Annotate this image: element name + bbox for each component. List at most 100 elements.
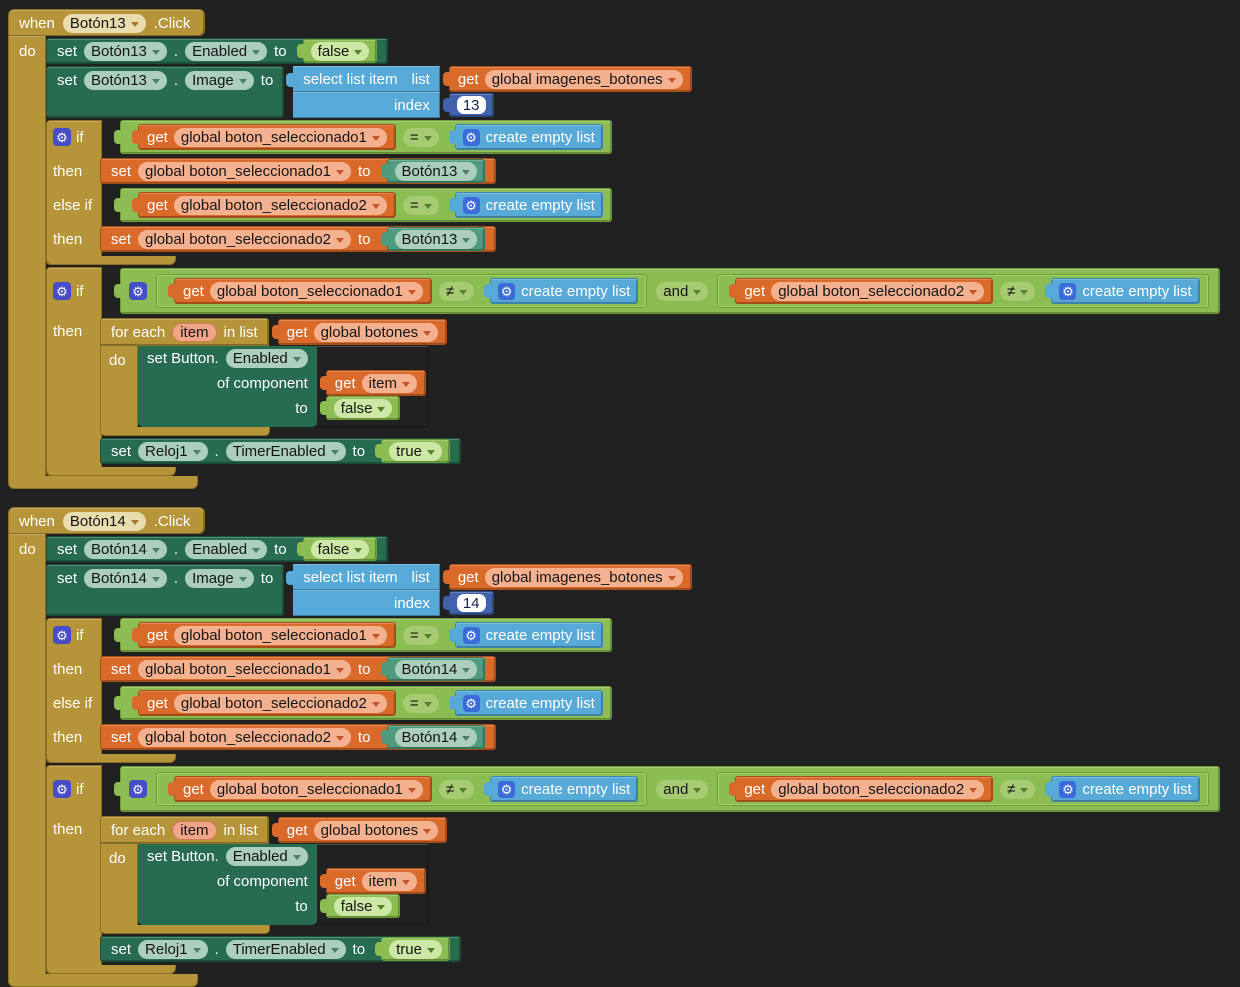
operator-dropdown[interactable]: = [402, 693, 439, 713]
mutator-gear-icon[interactable]: ⚙ [498, 780, 516, 798]
mutator-gear-icon[interactable]: ⚙ [129, 780, 147, 798]
create-empty-list-block[interactable]: ⚙ create empty list [1045, 776, 1200, 802]
logic-false-block[interactable]: false [319, 396, 401, 420]
variable-dropdown[interactable]: global botones [313, 322, 439, 342]
mutator-gear-icon[interactable]: ⚙ [53, 282, 71, 300]
when-event-block[interactable]: when Botón14 .Click do set Botón14 . Ena… [8, 507, 1220, 987]
and-operator-dropdown[interactable]: and [656, 281, 709, 301]
if-else-block[interactable]: ⚙ if get global boton_seleccionado1 = ⚙ … [46, 618, 612, 763]
component-dropdown[interactable]: Botón13 [62, 13, 146, 33]
variable-dropdown[interactable]: item [361, 871, 417, 891]
logic-value-dropdown[interactable]: false [333, 398, 393, 418]
operator-dropdown[interactable]: = [402, 625, 439, 645]
not-equal-comparison-block[interactable]: get global boton_seleccionado2 ≠ ⚙ creat… [717, 274, 1209, 308]
mutator-gear-icon[interactable]: ⚙ [53, 128, 71, 146]
component-value-block[interactable]: Botón13 [380, 227, 486, 251]
get-variable-block[interactable]: get global boton_seleccionado2 [729, 278, 994, 304]
set-enabled-block[interactable]: set Botón14 . Enabled to false [46, 536, 389, 562]
select-list-item-block[interactable]: select list item list get global imagene… [286, 564, 693, 616]
mutator-gear-icon[interactable]: ⚙ [53, 780, 71, 798]
component-dropdown[interactable]: Botón14 [84, 539, 167, 559]
when-header[interactable]: when Botón14 .Click [8, 507, 206, 534]
get-variable-block[interactable]: get global boton_seleccionado2 [132, 192, 396, 218]
property-dropdown[interactable]: Image [185, 568, 254, 588]
create-empty-list-block[interactable]: ⚙ create empty list [484, 776, 639, 802]
set-timer-enabled-block[interactable]: set Reloj1 . TimerEnabled to true [100, 936, 461, 962]
get-variable-block[interactable]: get global boton_seleccionado1 [132, 622, 396, 648]
variable-dropdown[interactable]: global boton_seleccionado1 [209, 779, 423, 799]
component-dropdown[interactable]: Botón14 [394, 659, 478, 679]
create-empty-list-block[interactable]: ⚙ create empty list [448, 124, 603, 150]
variable-dropdown[interactable]: global boton_seleccionado1 [173, 625, 387, 645]
variable-dropdown[interactable]: global boton_seleccionado2 [771, 779, 985, 799]
equals-comparison-block[interactable]: get global boton_seleccionado2 = ⚙ creat… [114, 686, 612, 720]
variable-dropdown[interactable]: global boton_seleccionado2 [771, 281, 985, 301]
if-block[interactable]: ⚙ if ⚙ get global boton_seleccionado1 ≠ [46, 267, 1220, 476]
not-equal-comparison-block[interactable]: get global boton_seleccionado1 ≠ ⚙ creat… [156, 772, 648, 806]
if-else-block[interactable]: ⚙ if get global boton_seleccionado1 = ⚙ … [46, 120, 612, 265]
operator-dropdown[interactable]: ≠ [1000, 779, 1036, 799]
get-variable-block[interactable]: get global boton_seleccionado1 [168, 278, 432, 304]
get-item-block[interactable]: get item [319, 370, 426, 396]
set-image-block[interactable]: set Botón14 . Image to select list item … [46, 564, 694, 616]
logic-value-dropdown[interactable]: false [310, 41, 370, 61]
mutator-gear-icon[interactable]: ⚙ [129, 282, 147, 300]
component-value-block[interactable]: Botón13 [380, 159, 486, 183]
get-variable-block[interactable]: get global boton_seleccionado2 [729, 776, 994, 802]
logic-false-block[interactable]: false [296, 537, 378, 561]
property-dropdown[interactable]: Enabled [185, 41, 268, 61]
create-empty-list-block[interactable]: ⚙ create empty list [1045, 278, 1200, 304]
component-dropdown[interactable]: Reloj1 [138, 441, 208, 461]
variable-dropdown[interactable]: global botones [313, 820, 439, 840]
for-each-block[interactable]: for each item in list get global botones [100, 318, 448, 436]
mutator-gear-icon[interactable]: ⚙ [462, 196, 480, 214]
component-dropdown[interactable]: Botón13 [394, 161, 478, 181]
and-block[interactable]: ⚙ get global boton_seleccionado1 ≠ ⚙ cre… [114, 766, 1220, 812]
operator-dropdown[interactable]: = [402, 127, 439, 147]
and-block[interactable]: ⚙ get global boton_seleccionado1 ≠ ⚙ cre… [114, 268, 1220, 314]
property-dropdown[interactable]: Enabled [225, 348, 308, 368]
logic-false-block[interactable]: false [319, 894, 401, 918]
set-variable-block[interactable]: set global boton_seleccionado1 to Botón1… [100, 158, 497, 184]
component-dropdown[interactable]: Botón13 [84, 41, 167, 61]
variable-dropdown[interactable]: global boton_seleccionado2 [173, 693, 387, 713]
equals-comparison-block[interactable]: get global boton_seleccionado2 = ⚙ creat… [114, 188, 612, 222]
mutator-gear-icon[interactable]: ⚙ [462, 128, 480, 146]
set-component-property-block[interactable]: set Button. Enabled of component get [138, 346, 428, 427]
get-variable-block[interactable]: get global imagenes_botones [442, 66, 692, 92]
loop-variable-chip[interactable]: item [172, 820, 217, 840]
equals-comparison-block[interactable]: get global boton_seleccionado1 = ⚙ creat… [114, 618, 612, 652]
variable-dropdown[interactable]: global boton_seleccionado2 [138, 229, 351, 249]
and-operator-dropdown[interactable]: and [656, 779, 709, 799]
operator-dropdown[interactable]: ≠ [438, 281, 475, 301]
variable-dropdown[interactable]: global boton_seleccionado1 [138, 659, 351, 679]
property-dropdown[interactable]: TimerEnabled [225, 939, 346, 959]
property-dropdown[interactable]: TimerEnabled [225, 441, 346, 461]
logic-value-dropdown[interactable]: false [333, 896, 393, 916]
variable-dropdown[interactable]: global imagenes_botones [484, 69, 683, 89]
number-block[interactable]: 13 [442, 93, 494, 117]
when-event-block[interactable]: when Botón13 .Click do set Botón13 . Ena… [8, 9, 1220, 489]
not-equal-comparison-block[interactable]: get global boton_seleccionado2 ≠ ⚙ creat… [717, 772, 1209, 806]
variable-dropdown[interactable]: item [361, 373, 417, 393]
variable-dropdown[interactable]: global boton_seleccionado1 [209, 281, 423, 301]
mutator-gear-icon[interactable]: ⚙ [53, 626, 71, 644]
not-equal-comparison-block[interactable]: get global boton_seleccionado1 ≠ ⚙ creat… [156, 274, 648, 308]
logic-value-dropdown[interactable]: true [389, 441, 442, 461]
set-enabled-block[interactable]: set Botón13 . Enabled to false [46, 38, 389, 64]
component-value-block[interactable]: Botón14 [380, 657, 486, 681]
number-block[interactable]: 14 [442, 591, 494, 615]
mutator-gear-icon[interactable]: ⚙ [462, 694, 480, 712]
variable-dropdown[interactable]: global boton_seleccionado2 [173, 195, 387, 215]
operator-dropdown[interactable]: ≠ [1000, 281, 1036, 301]
component-dropdown[interactable]: Reloj1 [138, 939, 208, 959]
set-variable-block[interactable]: set global boton_seleccionado1 to Botón1… [100, 656, 497, 682]
number-value[interactable]: 13 [456, 96, 486, 114]
set-image-block[interactable]: set Botón13 . Image to select list item … [46, 66, 694, 118]
create-empty-list-block[interactable]: ⚙ create empty list [448, 622, 603, 648]
for-each-block[interactable]: for each item in list get global botones [100, 816, 448, 934]
component-dropdown[interactable]: Botón14 [84, 568, 167, 588]
component-dropdown[interactable]: Botón14 [394, 727, 478, 747]
get-variable-block[interactable]: get global botones [271, 319, 448, 345]
mutator-gear-icon[interactable]: ⚙ [1059, 282, 1077, 300]
